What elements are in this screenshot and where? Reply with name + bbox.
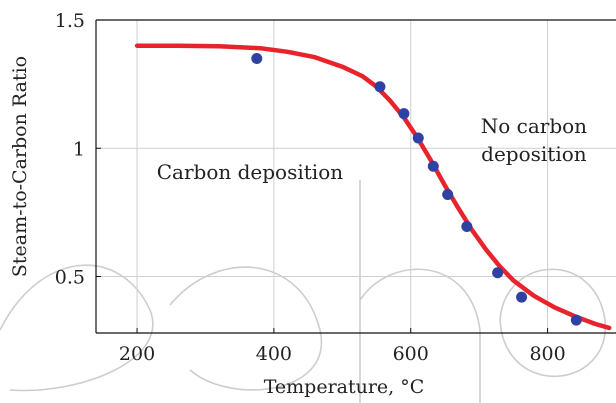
axes <box>95 19 616 334</box>
ticks: 200 400 600 800 0.5 1 1.5 <box>55 10 566 365</box>
annotations: Carbon deposition No carbon deposition <box>157 114 587 184</box>
x-tick-label: 200 <box>119 343 155 365</box>
x-tick-label: 600 <box>393 343 429 365</box>
annotation-no-carbon-deposition: No carbon <box>481 114 587 138</box>
data-point <box>492 267 504 279</box>
data-point <box>461 221 473 233</box>
data-point <box>442 188 454 200</box>
y-tick-label: 0.5 <box>55 267 85 289</box>
fit-curve <box>134 43 612 331</box>
annotation-carbon-deposition: Carbon deposition <box>157 160 343 184</box>
y-tick-label: 1 <box>73 138 85 160</box>
data-point <box>570 314 582 326</box>
watermark-stroke <box>359 180 481 403</box>
y-axis-label: Steam-to-Carbon Ratio <box>9 56 31 277</box>
x-tick-label: 400 <box>256 343 292 365</box>
data-point <box>398 108 410 120</box>
data-point <box>251 52 263 64</box>
data-point <box>516 291 528 303</box>
annotation-no-carbon-deposition: deposition <box>481 142 587 166</box>
watermark <box>0 180 606 403</box>
data-point <box>427 160 439 172</box>
y-tick-label: 1.5 <box>55 10 85 32</box>
watermark-stroke <box>0 264 154 392</box>
data-point <box>412 132 424 144</box>
points-layer <box>251 52 582 326</box>
curve-layer <box>134 43 612 331</box>
x-tick-label: 800 <box>529 343 565 365</box>
watermark-stroke <box>169 266 323 391</box>
x-axis-label: Temperature, °C <box>264 376 425 398</box>
data-point <box>374 81 386 93</box>
